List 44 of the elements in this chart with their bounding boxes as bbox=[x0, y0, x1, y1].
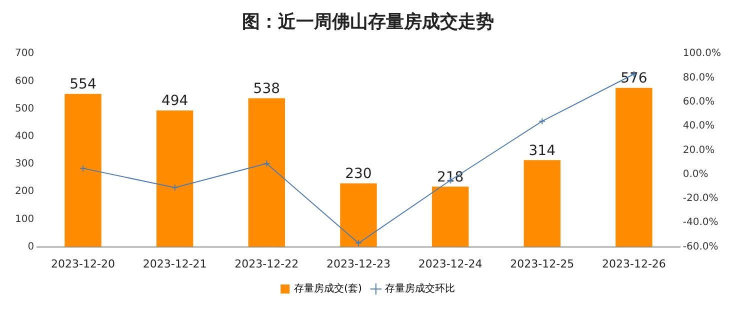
legend-label: 存量房成交环比 bbox=[384, 282, 455, 295]
y-tick-label: 200 bbox=[14, 186, 34, 198]
y-tick-label: 500 bbox=[14, 103, 34, 114]
data-label: 230 bbox=[345, 166, 372, 182]
y-tick-label: 0 bbox=[28, 241, 34, 252]
y-tick-label: 600 bbox=[14, 76, 34, 87]
bar bbox=[432, 186, 469, 247]
bar bbox=[248, 98, 286, 247]
y-tick-label: 400 bbox=[14, 130, 34, 142]
y2-tick-label: -40.0% bbox=[682, 217, 718, 228]
x-tick-label: 2023-12-20 bbox=[51, 257, 115, 270]
point bbox=[354, 240, 362, 247]
data-label: 538 bbox=[253, 80, 280, 97]
data-label: 494 bbox=[161, 93, 188, 110]
y-tick-label: 700 bbox=[14, 48, 34, 60]
y2-tick-label: 80.0% bbox=[682, 72, 715, 84]
x-tick-label: 2023-12-22 bbox=[234, 257, 299, 270]
chart-title: 图：近一周佛山存量房成交走势 bbox=[242, 11, 494, 32]
bar bbox=[64, 94, 102, 247]
bar bbox=[340, 183, 377, 247]
y2-tick-label: 60.0% bbox=[682, 96, 715, 108]
y2-tick-label: 0.0% bbox=[682, 168, 708, 180]
data-label: 576 bbox=[620, 70, 648, 86]
y2-tick-label: -60.0% bbox=[682, 241, 718, 252]
point bbox=[538, 118, 546, 125]
x-tick-label: 2023-12-25 bbox=[510, 257, 574, 270]
bar bbox=[524, 160, 560, 247]
y-tick-label: 300 bbox=[14, 158, 34, 170]
legend-label: 存量房成交(套) bbox=[294, 282, 362, 295]
data-label: 314 bbox=[528, 142, 556, 159]
bar bbox=[156, 110, 194, 247]
y-tick-label: 100 bbox=[14, 214, 34, 225]
x-tick-label: 2023-12-24 bbox=[418, 257, 482, 270]
x-tick-label: 2023-12-26 bbox=[602, 257, 666, 270]
x-tick-label: 2023-12-21 bbox=[142, 257, 207, 270]
data-label: 554 bbox=[70, 76, 96, 93]
y2-tick-label: 40.0% bbox=[682, 120, 715, 132]
y2-tick-label: -20.0% bbox=[682, 193, 718, 204]
x-tick-label: 2023-12-23 bbox=[326, 257, 390, 270]
bar bbox=[616, 88, 652, 247]
point bbox=[263, 160, 270, 167]
point bbox=[171, 184, 178, 192]
y2-tick-label: 100.0% bbox=[682, 48, 722, 60]
y2-tick-label: 20.0% bbox=[682, 144, 715, 156]
